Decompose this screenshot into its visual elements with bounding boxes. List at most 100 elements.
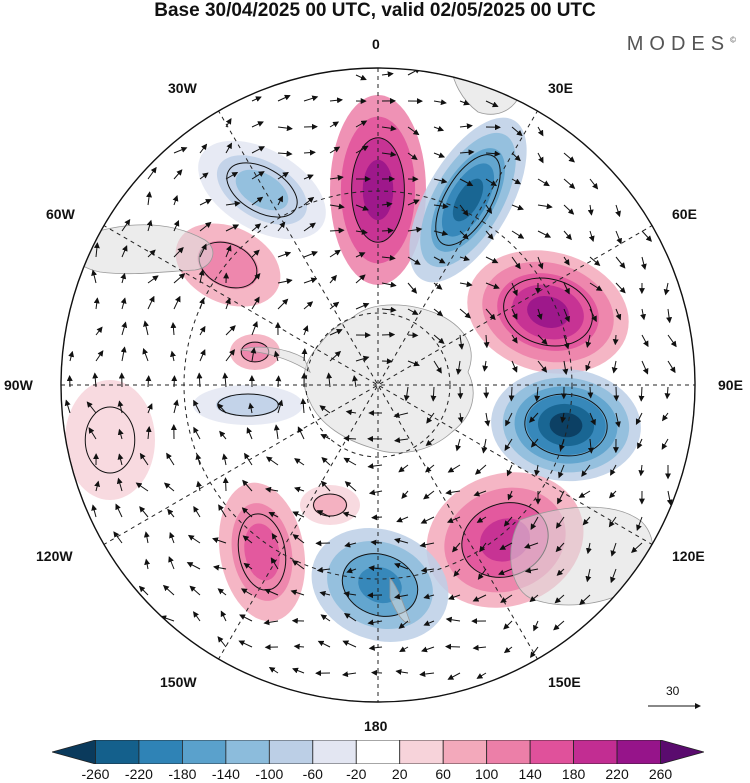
wind-arrow [273,424,280,440]
wind-arrow [615,308,622,321]
wind-arrow [474,464,487,475]
wind-arrow [171,375,178,388]
wind-arrow [445,643,461,650]
wind-arrow [162,584,175,596]
wind-arrow [426,412,435,424]
wind-arrow [143,531,150,544]
wind-arrow [407,126,420,136]
wind-arrow [120,346,127,362]
wind-arrow [135,482,149,492]
wind-arrow [86,401,97,414]
wind-arrow [589,412,596,426]
antarctic-peninsula-shape [239,346,311,374]
wind-arrow [303,250,318,258]
wind-arrow [631,542,643,553]
wind-arrow [614,412,621,428]
wind-arrow [225,224,240,232]
wind-arrow [173,295,181,310]
wind-arrow [505,412,513,427]
wind-arrow [421,646,435,653]
wind-arrow [168,556,175,570]
wind-arrow [270,557,279,570]
wind-arrow [553,620,565,631]
wind-arrow [264,588,279,596]
wind-arrow [64,399,71,414]
wind-arrow [447,672,461,680]
lon-label-30e: 30E [548,80,573,96]
wind-arrow [485,178,498,187]
wind-arrow [268,666,279,674]
wind-arrow [641,334,649,348]
wind-arrow [238,640,253,648]
wind-arrow [381,306,397,313]
wind-arrow [472,594,487,602]
anomaly-contour [244,523,280,581]
wind-arrow [585,360,591,372]
wind-arrow [407,360,420,367]
wind-arrow [453,568,461,577]
wind-arrow [503,620,513,630]
wind-arrow [113,531,123,544]
wind-arrow [537,203,553,210]
wind-arrow [562,360,569,375]
wind-arrow [173,219,180,232]
wind-arrow [381,125,397,132]
wind-arrow [394,537,409,544]
wind-arrow [251,196,264,206]
wind-arrow [563,256,570,266]
wind-arrow [219,430,227,440]
wind-arrow [641,230,652,242]
wind-arrow [355,74,367,81]
wind-arrow [292,534,305,544]
wind-arrow [303,222,316,232]
wind-arrow [121,245,128,258]
wind-arrow [559,438,565,452]
map-boundary [60,67,696,703]
wind-arrow [91,504,98,518]
wind-arrow [455,438,462,452]
wind-arrow [147,166,157,180]
wind-arrow [579,594,591,606]
wind-arrow [511,256,521,270]
wind-arrow [638,464,645,477]
wind-arrow [355,252,366,258]
wind-arrow [275,375,282,388]
wind-arrow [321,457,331,466]
wind-arrow [250,347,257,362]
wind-arrow [292,667,305,674]
colorbar-tick-label: -180 [168,766,197,782]
wind-arrow [381,331,396,338]
colorbar-cell [52,740,96,764]
wind-arrow [485,282,500,290]
colorbar-cell [486,740,531,764]
wind-arrow [251,273,261,284]
lon-label-90e: 90E [718,377,743,393]
wind-arrow [329,329,343,336]
wind-arrow [430,386,437,402]
wind-arrow [537,256,544,270]
wind-arrow [530,438,539,448]
wind-arrow [251,320,258,336]
colorbar-cell [138,740,183,764]
wind-arrow [297,426,305,440]
wind-arrow [529,412,539,423]
wind-arrow [425,464,435,473]
wind-arrow [503,516,513,527]
wind-arrow [459,308,472,319]
wind-arrow [217,636,227,648]
wind-arrow [537,334,548,345]
wind-arrow [277,125,293,132]
wind-arrow [115,503,123,518]
wind-arrow [506,464,513,477]
anomaly-contour [312,493,348,517]
brand-logo: MODES© [626,33,736,55]
wind-arrow [608,516,617,528]
colorbar-tick-label: 60 [435,766,451,782]
wind-arrow [459,204,469,217]
wind-arrow [393,412,409,419]
wind-arrow [345,409,357,416]
wind-arrow [196,372,203,388]
height-contour [503,277,593,347]
wind-arrow [533,620,539,632]
height-contour [84,406,136,474]
